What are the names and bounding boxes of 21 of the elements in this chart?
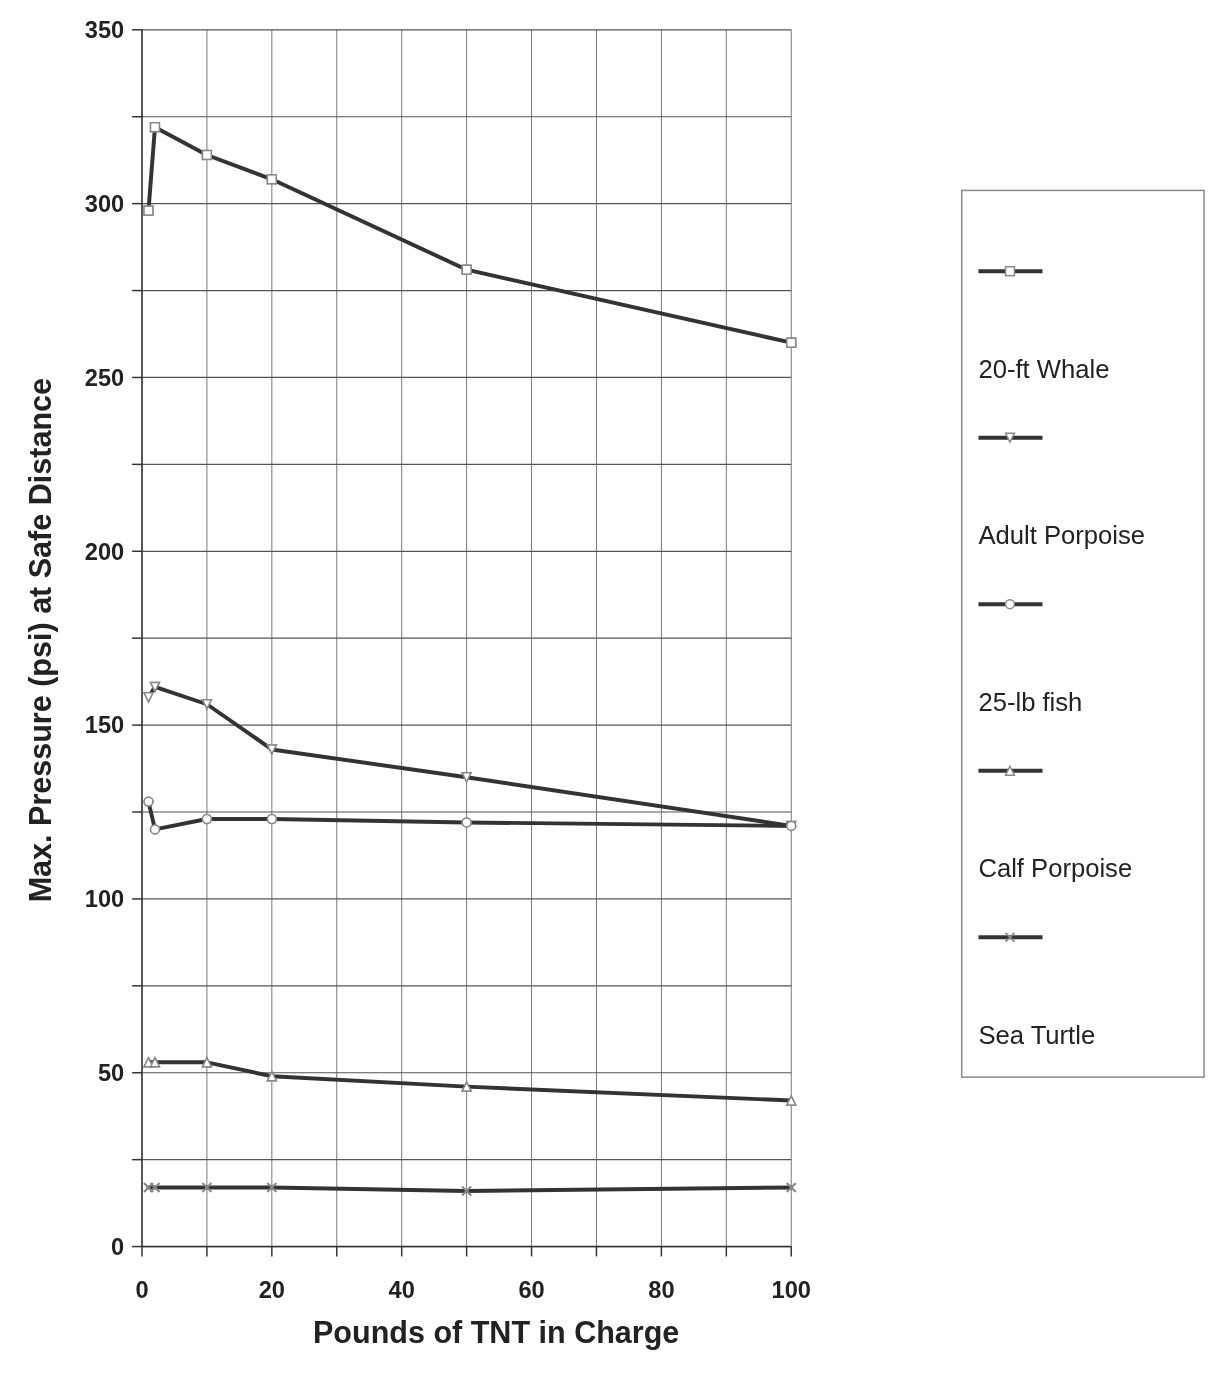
text: 20-ft Whale <box>978 354 1110 383</box>
y-tick-label: 100 <box>84 886 125 913</box>
y-tick-label: 150 <box>84 712 125 739</box>
x-tick-label: 0 <box>135 1276 149 1303</box>
y-tick-label: 350 <box>84 17 125 44</box>
text: Calf Porpoise <box>978 854 1133 883</box>
y-tick-label: 250 <box>84 364 125 391</box>
x-tick-label: 40 <box>388 1276 415 1303</box>
y-tick-label: 300 <box>84 190 125 217</box>
text: 25-lb fish <box>978 687 1083 716</box>
y-tick-label: 50 <box>97 1060 125 1087</box>
y-tick-label: 200 <box>84 538 125 565</box>
x-tick-label: 60 <box>518 1276 545 1303</box>
x-tick-label: 20 <box>258 1276 285 1303</box>
text: Adult Porpoise <box>978 521 1146 550</box>
y-tick-label: 0 <box>111 1233 125 1260</box>
text: Sea Turtle <box>978 1020 1096 1049</box>
y-axis-title: Max. Pressure (psi) at Safe Distance <box>23 377 59 903</box>
x-tick-label: 100 <box>771 1276 811 1303</box>
x-tick-label: 80 <box>648 1276 675 1303</box>
x-axis-title: Pounds of TNT in Charge <box>312 1315 680 1351</box>
